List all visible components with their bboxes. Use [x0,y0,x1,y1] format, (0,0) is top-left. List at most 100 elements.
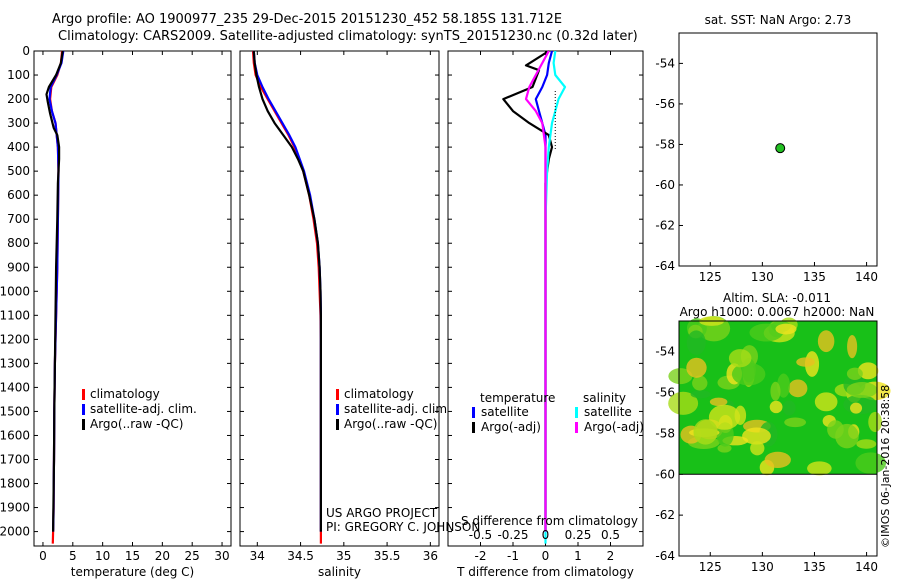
difference-legend-title: temperature [480,391,555,405]
difference-legend-title: salinity [583,391,626,405]
difference-xtick-label: -1 [507,549,519,563]
temperature-legend-label: climatology [90,387,160,401]
sla-heatmap-cell [692,375,708,391]
difference-top-tick-label: 0.25 [565,528,592,542]
sla-heatmap-cell [835,423,859,449]
difference-legend-swatch [575,407,578,418]
sla-heatmap-cell [782,400,796,416]
difference-xtick-label: 2 [607,549,615,563]
temperature-xtick-label: 25 [185,549,200,563]
map-sst-ytick-label: -62 [655,218,675,232]
ytick-label: 1800 [0,477,30,491]
ytick-label: 600 [7,188,30,202]
sla-heatmap-cell [734,405,747,426]
temperature-xtick-label: 15 [125,549,140,563]
temperature-xlabel: temperature (deg C) [71,565,194,579]
sla-heatmap-cell [855,452,887,474]
sla-heatmap-cell [764,451,791,469]
ytick-label: 500 [7,164,30,178]
difference-legend-label: satellite [584,405,632,419]
ytick-label: 2000 [0,525,30,539]
ytick-label: 400 [7,140,30,154]
temperature-plot-frame [33,50,232,547]
sla-heatmap-cell [775,323,797,335]
salinity-legend-label: Argo(..raw -QC) [344,417,437,431]
sla-heatmap-cell [686,330,706,355]
sla-heatmap-cell [788,379,808,398]
map-sst-ytick-label: -54 [655,56,675,70]
sla-heatmap-cell [708,404,741,430]
salinity-legend-swatch [336,404,339,415]
map-sst-ytick-label: -60 [655,178,675,192]
sla-heatmap-cell [731,362,766,386]
temperature-legend-label: satellite-adj. clim. [90,402,197,416]
sla-heatmap-cell [796,357,815,367]
map-sst-ytick-label: -64 [655,259,675,273]
map-sla-title-line2: Argo h1000: 0.0067 h2000: NaN [680,305,875,319]
difference-top-xlabel: S difference from climatology [461,514,638,528]
difference-legend-label: Argo(-adj) [584,420,644,434]
map-sst-xtick-label: 135 [803,270,826,284]
difference-xtick-label: -2 [475,549,487,563]
salinity-legend-swatch [336,389,339,400]
sla-heatmap-cell [717,443,732,453]
sla-heatmap-cell [709,397,728,407]
ytick-label: 0 [22,44,30,58]
sla-heatmap-cell [807,461,832,476]
sla-heatmap-cell [686,357,707,378]
pi-label: PI: GREGORY C. JOHNSON [326,520,480,534]
map-sla-xtick-label: 125 [699,560,722,574]
difference-top-tick-label: -0.25 [497,528,528,542]
salinity-xtick-label: 34.5 [287,549,314,563]
map-sla-ytick-label: -54 [655,345,675,359]
map-sst-xtick-label: 130 [751,270,774,284]
difference-xlabel: T difference from climatology [456,565,634,579]
difference-top-tick-label: 0 [542,528,550,542]
difference-legend-swatch [472,422,475,433]
ytick-label: 1200 [0,332,30,346]
map-sla-xtick-label: 135 [803,560,826,574]
salinity-plot-frame [239,50,440,547]
temperature-series-argo [45,50,64,532]
sla-heatmap-cell [742,427,771,445]
map-sst-xtick-label: 125 [699,270,722,284]
sla-heatmap-cell [769,400,783,414]
ytick-label: 1400 [0,380,30,394]
sla-heatmap-cell [868,411,882,433]
sla-heatmap-cell [668,368,693,385]
ytick-label: 1700 [0,452,30,466]
sla-heatmap-cell [668,391,699,415]
map-sst-title: sat. SST: NaN Argo: 2.73 [705,13,852,27]
figure-title-line2: Climatology: CARS2009. Satellite-adjuste… [58,29,638,44]
map-sla-ytick-label: -58 [655,426,675,440]
temperature-xtick-label: 20 [155,549,170,563]
sla-heatmap-cell [750,441,765,456]
map-sla-ytick-label: -62 [655,508,675,522]
salinity-series-argo [252,50,322,532]
salinity-xlabel: salinity [318,565,361,579]
salinity-xtick-label: 35 [336,549,351,563]
salinity-legend-swatch [336,419,339,430]
map-sla-title-line1: Altim. SLA: -0.011 [723,291,831,305]
sla-heatmap-cell [846,367,863,380]
imos-timestamp: ©IMOS 06-Jan-2016 20:38:58 [879,385,892,548]
sla-heatmap-border [678,320,878,475]
ytick-label: 1600 [0,428,30,442]
sla-heatmap-cell [856,439,877,449]
ytick-label: 1100 [0,308,30,322]
ytick-label: 1000 [0,284,30,298]
salinity-xtick-label: 34 [250,549,265,563]
project-label: US ARGO PROJECT [326,506,438,520]
argo-position-marker [775,143,786,154]
salinity-legend-label: satellite-adj. clim. [344,402,451,416]
ytick-label: 1300 [0,356,30,370]
map-sla-ytick-label: -60 [655,467,675,481]
sla-heatmap-cell [770,381,781,401]
ytick-label: 100 [7,68,30,82]
sla-heatmap-cell [847,335,858,359]
ytick-label: 700 [7,212,30,226]
salinity-legend-label: climatology [344,387,414,401]
map-sst-xtick-label: 140 [855,270,878,284]
difference-top-tick-label: -0.5 [469,528,492,542]
map-sla-xtick-label: 130 [751,560,774,574]
